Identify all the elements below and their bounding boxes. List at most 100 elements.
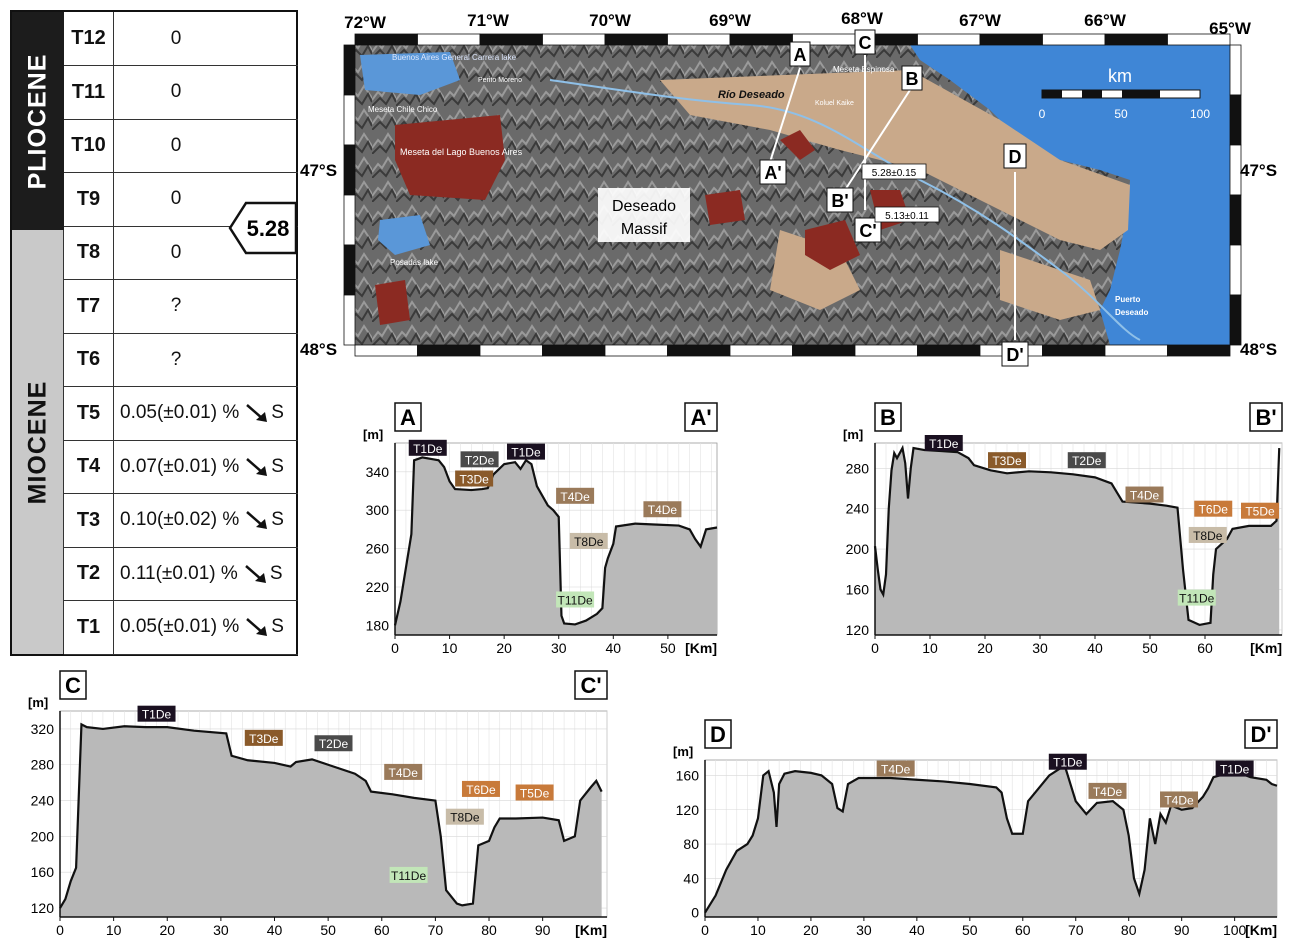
terrace-gradient: 0 xyxy=(114,66,298,119)
section-line-b xyxy=(844,89,911,191)
terrace-label: T5De xyxy=(1245,505,1275,519)
place-perito-moreno: Perito Moreno xyxy=(478,77,522,84)
terrace-gradient: 0.05(±0.01) % S xyxy=(114,387,298,440)
lon-72w: 72°W xyxy=(344,13,387,32)
lon-66w: 66°W xyxy=(1084,11,1127,30)
terrace-label-box xyxy=(924,435,963,451)
terrace-gradient: 0 xyxy=(114,226,298,279)
x-tick-label: 20 xyxy=(803,922,819,938)
terrace-row: T1 0.05(±0.01) % S xyxy=(64,600,298,655)
lake-buenos-aires xyxy=(360,52,460,95)
place-rio-deseado: Río Deseado xyxy=(718,89,785,101)
terrace-gradient: 0.11(±0.01) % S xyxy=(114,547,298,600)
terrace-label: T4De xyxy=(560,490,590,504)
profile-start-marker: B xyxy=(880,405,896,430)
terrace-label-box xyxy=(314,735,353,752)
x-tick-label: 30 xyxy=(856,922,872,938)
marker-c-prime-label: C' xyxy=(859,221,876,241)
basalt-patch-1 xyxy=(780,130,815,160)
terrace-gradient-value: 0.05(±0.01) % xyxy=(120,616,240,637)
profile-b: 0 10 20 30 40 50 60 120 160 200 240 280 [m] [Km] B B' T1… xyxy=(825,395,1290,668)
terrace-label: T11De xyxy=(391,869,426,883)
terrace-label-box xyxy=(876,760,915,777)
massif-label-2: Massif xyxy=(621,221,668,238)
profile-line xyxy=(59,722,603,909)
terrace-label: T3De xyxy=(992,454,1022,468)
y-tick-label: 340 xyxy=(366,464,390,480)
terrace-label-box xyxy=(515,784,554,801)
terrace-name: T10 xyxy=(64,119,114,172)
profile-area xyxy=(875,448,1280,635)
terrace-label-box xyxy=(137,705,176,722)
marker-b: B xyxy=(901,65,923,91)
terrace-label-box xyxy=(643,501,682,518)
y-tick-label: 120 xyxy=(676,802,700,818)
y-tick-label: 320 xyxy=(31,721,55,737)
lat-48s-right: 48°S xyxy=(1240,340,1277,359)
terrace-gradient: 0.10(±0.02) % S xyxy=(114,494,298,547)
terrace-table: PLIOCENE MIOCENE T12 0 T11 0 T10 0 T9 0 T8 0 T7? T6… xyxy=(10,10,298,656)
profile-line xyxy=(873,444,1281,627)
terrace-label-box xyxy=(445,808,484,825)
terrace-label-box xyxy=(1125,486,1164,503)
x-tick-label: 20 xyxy=(977,640,993,656)
terrace-row: T8 0 xyxy=(64,226,298,280)
x-unit: [Km] xyxy=(685,640,717,656)
lon-65w: 65°W xyxy=(1209,19,1252,38)
place-puerto-label-1: Puerto xyxy=(1115,295,1140,304)
x-unit: [Km] xyxy=(1250,640,1282,656)
terrace-label: T1De xyxy=(142,708,172,722)
terrace-label: T1De xyxy=(1053,756,1083,770)
lat-47s-right: 47°S xyxy=(1240,161,1277,180)
terrace-name: T5 xyxy=(64,386,114,440)
terrace-row: T10 0 xyxy=(64,119,298,173)
massif-label-1: Deseado xyxy=(612,198,676,215)
terrace-label: T4De xyxy=(1164,793,1194,807)
age-label-1-text: 5.28±0.15 xyxy=(872,168,917,179)
age-label-2: 5.13±0.11 xyxy=(874,206,940,223)
terrace-label: T8De xyxy=(574,535,604,549)
y-unit: [m] xyxy=(363,427,383,442)
epoch-label-pliocene: PLIOCENE xyxy=(23,53,52,189)
profile-c: 0 10 20 30 40 50 60 70 80 90 120 160 200 240 280 320 [m]… xyxy=(10,663,615,950)
terrace-label: T2De xyxy=(319,737,349,751)
terrace-row: T5 0.05(±0.01) % S xyxy=(64,386,298,441)
terrace-name: T6 xyxy=(64,333,114,386)
x-tick-label: 60 xyxy=(1015,922,1031,938)
place-koluel-kaike: Koluel Kaike xyxy=(815,100,854,107)
terrace-name: T1 xyxy=(64,600,114,654)
terrace-label-box xyxy=(1241,502,1279,519)
x-tick-label: 0 xyxy=(701,922,709,938)
terrace-label-box xyxy=(389,866,428,883)
terrace-gradient: 0.05(±0.01) % S xyxy=(114,601,298,654)
profile-end-box xyxy=(1244,719,1278,749)
slope-direction-label: S xyxy=(271,509,284,530)
terrace-label-box xyxy=(461,780,500,797)
x-tick-label: 30 xyxy=(1032,640,1048,656)
terrace-name: T7 xyxy=(64,279,114,333)
terrace-label: T1De xyxy=(929,437,959,451)
profile-b-svg: 0 10 20 30 40 50 60 120 160 200 240 280 [m] [Km] B B' T1… xyxy=(843,402,1283,656)
slope-direction: S xyxy=(245,402,284,424)
lon-71w: 71°W xyxy=(467,11,510,30)
profile-c-svg: 0 10 20 30 40 50 60 70 80 90 120 160 200 240 280 320 [m]… xyxy=(28,670,608,938)
marker-d: D xyxy=(1003,143,1027,169)
terrace-label: T4De xyxy=(648,503,678,517)
profile-start-marker: D xyxy=(710,722,726,747)
x-tick-label: 30 xyxy=(551,640,567,656)
profile-start-box xyxy=(874,402,902,432)
x-tick-label: 20 xyxy=(159,922,175,938)
scale-bar: km 0 50 100 xyxy=(1039,66,1211,121)
y-tick-label: 160 xyxy=(846,582,870,598)
x-tick-label: 10 xyxy=(106,922,122,938)
marker-a-label: A xyxy=(794,45,807,65)
terrace-label-box xyxy=(556,487,595,504)
x-tick-label: 20 xyxy=(496,640,512,656)
y-tick-label: 0 xyxy=(691,905,699,921)
place-puerto-label-2: Deseado xyxy=(1115,308,1148,317)
x-tick-label: 40 xyxy=(1087,640,1103,656)
x-tick-label: 40 xyxy=(606,640,622,656)
terrace-gradient: 0 xyxy=(114,12,298,65)
place-posadas-lake: Posadas lake xyxy=(390,258,439,267)
terrace-label: T3De xyxy=(249,732,279,746)
